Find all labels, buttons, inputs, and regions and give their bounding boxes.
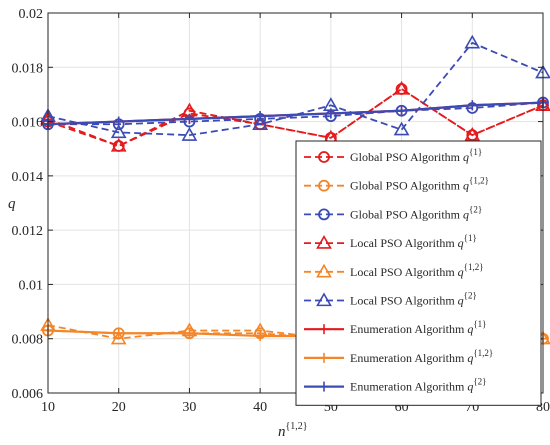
legend-label-superscript: {1,2} [469, 176, 489, 186]
legend-entry: Global PSO Algorithm q{1,2} [304, 176, 489, 193]
series-line [47, 41, 544, 137]
plus-marker [319, 381, 329, 392]
legend-label-superscript: {2} [469, 204, 482, 214]
legend-label: Local PSO Algorithm q{1,2} [350, 262, 484, 279]
y-tick-label: 0.014 [12, 170, 44, 185]
series-line [47, 324, 543, 340]
legend-label: Enumeration Algorithm q{2} [350, 377, 486, 394]
plus-marker [113, 328, 124, 339]
circle-marker [318, 151, 330, 163]
legend-label: Local PSO Algorithm q{2} [350, 291, 477, 308]
legend-entry: Local PSO Algorithm q{1} [304, 233, 477, 250]
legend-label-text: Global PSO Algorithm [350, 179, 463, 193]
legend-box [295, 140, 542, 406]
x-tick-label: 20 [112, 400, 126, 415]
legend-entry: Global PSO Algorithm q{1} [304, 147, 482, 164]
legend-entry: Local PSO Algorithm q{1,2} [304, 262, 484, 279]
x-tick-label: 30 [182, 400, 196, 415]
y-tick-label: 0.018 [12, 61, 44, 76]
legend-entry: Enumeration Algorithm q{1,2} [304, 348, 493, 365]
legend-label-text: Local PSO Algorithm [350, 265, 458, 279]
triangle-marker [464, 127, 481, 141]
legend-entry: Global PSO Algorithm q{2} [304, 204, 482, 221]
legend-label-q: q [463, 179, 469, 193]
legend-label: Global PSO Algorithm q{1} [350, 147, 482, 164]
axis-ticks: 10 20 30 40 50 60 70 800.0060.0080.010.0120.014… [12, 7, 550, 415]
legend-label-q: q [458, 294, 464, 308]
plus-marker [325, 108, 336, 119]
y-tick-label: 0.006 [12, 387, 44, 402]
legend: Global PSO Algorithm q{1}Global PSO Algo… [295, 140, 542, 406]
circle-marker [318, 208, 330, 221]
triangle-marker [316, 292, 332, 307]
triangle-marker [393, 121, 410, 136]
series-line [47, 87, 544, 147]
legend-label-text: Enumeration Algorithm [350, 380, 467, 394]
plus-marker [113, 116, 124, 127]
plus-marker [396, 105, 407, 116]
x-axis-label: n{1,2} [278, 421, 308, 440]
triangle-marker [110, 124, 127, 139]
legend-label-superscript: {2} [464, 291, 477, 301]
legend-label: Local PSO Algorithm q{1} [350, 233, 477, 250]
y-tick-label: 0.02 [19, 7, 44, 22]
triangle-marker [464, 34, 481, 49]
legend-label-text: Local PSO Algorithm [350, 294, 458, 308]
x-tick-label: 10 [41, 400, 55, 415]
x-axis-label-superscript: {1,2} [286, 421, 308, 432]
legend-label: Global PSO Algorithm q{1,2} [350, 176, 489, 193]
legend-label: Global PSO Algorithm q{2} [350, 204, 482, 221]
legend-label-q: q [467, 380, 473, 394]
triangle-marker [316, 234, 332, 249]
series-line [47, 101, 544, 126]
legend-label: Enumeration Algorithm q{1} [350, 319, 486, 336]
y-axis-label: q [8, 196, 16, 212]
legend-label-q: q [463, 150, 469, 164]
plus-marker [255, 331, 266, 341]
legend-entry: Enumeration Algorithm q{2} [304, 377, 486, 394]
legend-label-superscript: {1} [464, 233, 477, 243]
legend-label-superscript: {1} [473, 319, 486, 329]
legend-label-text: Local PSO Algorithm [350, 236, 458, 250]
y-tick-label: 0.008 [12, 333, 44, 348]
legend-label-superscript: {1} [469, 147, 482, 157]
series-line [48, 101, 544, 126]
triangle-marker [252, 116, 269, 130]
plus-marker [255, 111, 266, 122]
triangle-marker [316, 263, 332, 278]
legend-label-q: q [458, 236, 464, 250]
plus-marker [319, 352, 329, 363]
legend-label-q: q [463, 207, 469, 221]
legend-label-text: Enumeration Algorithm [350, 351, 467, 365]
legend-entry: Local PSO Algorithm q{2} [304, 291, 477, 308]
legend-label-q: q [458, 265, 464, 279]
y-tick-label: 0.016 [12, 116, 44, 131]
legend-label-q: q [467, 322, 473, 336]
legend-label: Enumeration Algorithm q{1,2} [350, 348, 493, 365]
y-tick-label: 0.012 [12, 224, 44, 239]
plus-marker [184, 113, 195, 124]
plus-marker [467, 100, 478, 111]
triangle-marker [181, 127, 198, 141]
legend-label-superscript: {1,2} [473, 348, 493, 358]
triangle-marker [110, 137, 127, 152]
circle-marker [318, 179, 330, 192]
x-axis-label-base: n [278, 424, 286, 440]
plus-marker [319, 324, 329, 335]
legend-label-text: Enumeration Algorithm [350, 322, 467, 336]
legend-entry: Enumeration Algorithm q{1} [304, 319, 486, 336]
legend-label-superscript: {1,2} [464, 262, 484, 272]
legend-label-superscript: {2} [473, 377, 486, 387]
triangle-marker [393, 80, 410, 95]
plus-marker [184, 328, 195, 339]
legend-label-q: q [467, 351, 473, 365]
x-tick-label: 40 [253, 400, 267, 415]
legend-label-text: Global PSO Algorithm [350, 207, 463, 221]
y-tick-label: 0.01 [19, 278, 44, 293]
triangle-marker [110, 330, 127, 345]
legend-label-text: Global PSO Algorithm [350, 150, 463, 164]
